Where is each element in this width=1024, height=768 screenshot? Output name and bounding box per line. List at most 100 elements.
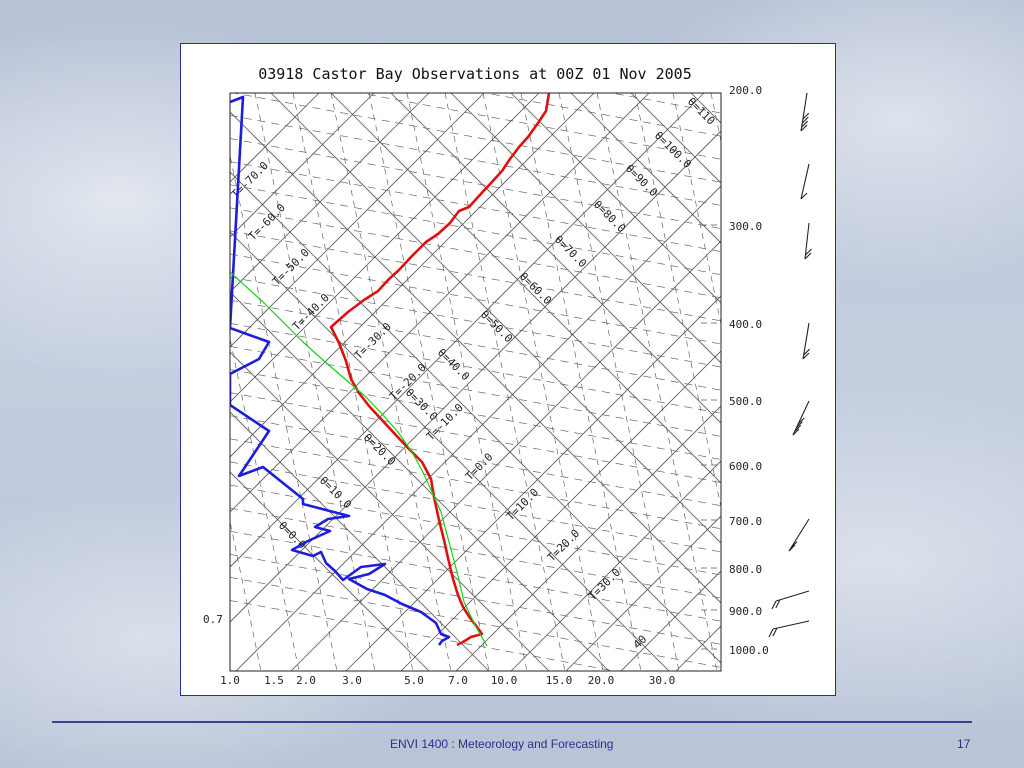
wind-barb-feather [788,544,796,552]
wind-barb-feather [800,192,808,200]
dry-adiabat-line [230,231,670,671]
isotherm-line [731,93,837,671]
x-tick-label: 30.0 [649,674,676,687]
mixing-ratio-line [596,93,718,671]
temperature-profile-line [329,93,551,647]
dry-adiabat-line [230,171,721,664]
skewt-chart: 03918 Castor Bay Observations at 00Z 01 … [203,65,837,687]
isotherm-line [345,295,721,671]
theta-label: θ=90.0 [623,162,660,199]
pressure-tick-label: 200.0 [729,84,762,97]
moist-adiabat-line [230,230,721,322]
wind-barb-staff [800,163,810,200]
isotherm-label: T=-40.0 [290,291,332,333]
left-annotation-label: 0.7 [203,613,223,626]
wind-barb [802,322,811,360]
isotherm-line [230,93,485,348]
x-tick-label: 3.0 [342,674,362,687]
wind-barb [800,163,810,200]
wind-barb [788,518,810,552]
dry-adiabat-line [230,111,721,604]
pressure-tick-label: 400.0 [729,318,762,331]
pressure-tick-label: 800.0 [729,563,762,576]
parcel-ascent-line [230,271,488,647]
moist-adiabat-line [483,93,721,137]
pressure-tick-label: 500.0 [729,395,762,408]
dry-adiabat-line [230,411,490,671]
wind-barb [804,222,812,260]
dry-adiabat-line [390,93,721,424]
dry-adiabat-line [450,93,721,364]
wind-barb [771,590,810,610]
mixing-ratio-line [672,93,721,326]
dewpoint-profile-line [230,95,451,646]
theta-label: θ=0.0 [276,519,309,552]
theta-label: θ=10.0 [317,474,354,511]
mixing-ratio-line [749,93,837,671]
moist-adiabat-line [231,93,721,183]
plot-border [229,92,722,672]
wind-barb-feather [792,428,800,436]
wind-barb [792,400,810,436]
theta-label: θ=20.0 [361,431,398,468]
chart-title: 03918 Castor Bay Observations at 00Z 01 … [258,65,691,83]
x-tick-label: 1.5 [264,674,284,687]
moist-adiabat-line [230,253,721,345]
dry-adiabat-line [751,93,837,671]
moist-adiabat-line [230,161,721,252]
wind-barb-feather [803,348,811,356]
wind-barb-feather [771,600,777,610]
wind-barb-feather [796,421,803,429]
wind-barb-feather [802,352,810,360]
x-tick-label: 2.0 [296,674,316,687]
x-tick-label: 7.0 [448,674,468,687]
isotherm-line [230,93,430,293]
wind-barb-staff [800,92,808,132]
isotherm-line [235,185,721,671]
wind-barb-feather [797,417,805,425]
isotherm-line [230,93,595,458]
wind-barb-feather [790,541,798,548]
wind-barb-staff [772,620,810,630]
isotherm-label: T=30.0 [586,566,623,603]
mixing-ratio-line [710,93,721,143]
isotherm-line [455,405,721,671]
wind-barb-staff [802,322,810,360]
isotherm-line [230,93,540,403]
x-tick-label: 1.0 [220,674,240,687]
pressure-tick-label: 1000.0 [729,644,769,657]
dry-adiabat-line [270,93,721,544]
isotherm-line [510,460,721,671]
isotherm-line [230,93,650,513]
wind-barb-staff [804,222,810,260]
theta-label: θ=50.0 [478,308,515,345]
footer-divider [52,721,972,723]
x-tick-label: 5.0 [404,674,424,687]
isotherm-line [620,570,721,671]
isotherm-line [400,350,721,671]
isotherm-line [230,130,721,623]
wind-barb-feather [801,120,809,128]
mixing-ratio-line [558,93,680,671]
wind-barb-staff [792,400,810,436]
isotherm-line [675,625,721,671]
wind-barb-staff [775,590,810,602]
isotherm-label: T=0.0 [463,451,496,484]
isotherm-label: T=-60.0 [246,201,288,243]
wind-barb-feather [800,124,808,132]
dry-adiabat-line [690,93,721,124]
pressure-tick-label: 900.0 [729,605,762,618]
isotherm-label: T=10.0 [504,486,541,523]
mixing-ratio-line [368,93,490,671]
moist-adiabat-line [230,577,721,668]
wind-barb-feather [768,628,774,638]
theta-label: θ=70.0 [552,233,589,270]
pressure-tick-label: 300.0 [729,220,762,233]
dry-adiabat-line [230,471,430,671]
page-number: 17 [957,737,971,751]
moist-adiabat-line [230,553,721,645]
moist-adiabat-line [230,346,721,437]
wind-barb-feather [801,116,809,124]
dry-adiabat-line [330,93,721,484]
pressure-tick-label: 600.0 [729,460,762,473]
